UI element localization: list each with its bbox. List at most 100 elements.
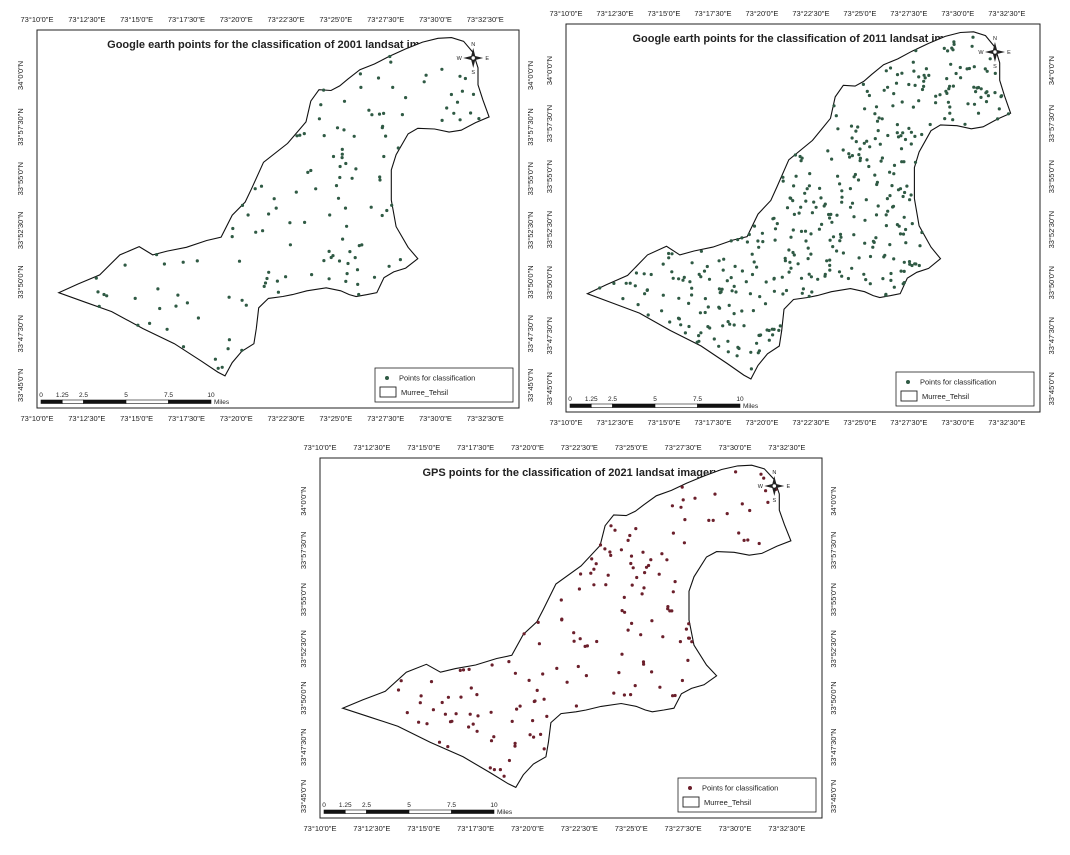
classification-point: [667, 251, 671, 256]
classification-point: [624, 281, 628, 285]
lon-label-top: 73°10'0"E: [304, 443, 337, 452]
classification-point: [671, 531, 676, 535]
compass-s-label: S: [993, 64, 997, 70]
classification-point: [889, 271, 893, 276]
lat-label-left: 33°57'30"N: [545, 105, 554, 143]
classification-point: [856, 178, 861, 182]
classification-point: [670, 270, 674, 274]
classification-point: [263, 281, 268, 285]
classification-point: [976, 85, 981, 90]
classification-point: [240, 203, 245, 207]
lat-label-right: 33°47'30"N: [829, 728, 838, 766]
classification-point: [355, 268, 360, 272]
classification-point: [927, 73, 931, 77]
lon-label-top: 73°30'0"E: [419, 15, 452, 24]
classification-point: [951, 84, 956, 88]
classification-point: [810, 290, 814, 294]
classification-point: [780, 275, 784, 279]
classification-point: [390, 203, 394, 207]
classification-point: [230, 235, 234, 239]
legend-points-label: Points for classification: [399, 374, 475, 383]
classification-point: [667, 256, 671, 260]
classification-point: [348, 250, 352, 254]
classification-point: [639, 633, 643, 637]
classification-point: [928, 122, 932, 127]
classification-point: [572, 631, 576, 635]
scale-label: 5: [407, 802, 411, 809]
lat-label-left: 33°52'30"N: [299, 630, 308, 668]
classification-point: [660, 309, 664, 313]
classification-point: [609, 524, 613, 528]
classification-point: [755, 265, 759, 269]
classification-point: [489, 739, 494, 743]
lon-label-top: 73°15'0"E: [120, 15, 153, 24]
lat-label-right: 34°0'0"N: [829, 487, 838, 516]
scale-label: 5: [124, 392, 128, 399]
map-title: Google earth points for the classificati…: [107, 39, 450, 51]
classification-point: [742, 324, 746, 328]
lat-label-left: 33°50'0"N: [16, 265, 25, 298]
classification-point: [886, 209, 890, 213]
classification-point: [764, 280, 768, 284]
classification-point: [396, 146, 400, 150]
classification-point: [838, 239, 842, 243]
classification-point: [825, 259, 829, 263]
classification-point: [934, 94, 938, 98]
classification-point: [400, 113, 404, 117]
classification-point: [231, 226, 235, 231]
classification-point: [854, 129, 858, 133]
classification-point: [972, 85, 976, 89]
classification-point: [542, 747, 546, 751]
classification-point: [988, 57, 992, 61]
classification-point: [226, 347, 230, 351]
scale-unit: Miles: [497, 809, 513, 816]
classification-point: [904, 241, 908, 245]
classification-point: [136, 323, 140, 327]
classification-point: [905, 184, 909, 188]
classification-point: [898, 232, 903, 236]
classification-point: [657, 572, 661, 576]
classification-point: [592, 567, 596, 571]
lon-label-bottom: 73°30'0"E: [941, 418, 974, 427]
classification-point: [923, 76, 927, 80]
classification-point: [513, 744, 517, 748]
classification-point: [864, 198, 868, 202]
classification-point: [488, 766, 492, 770]
classification-point: [797, 211, 801, 215]
classification-point: [880, 156, 885, 160]
classification-point: [746, 538, 750, 542]
classification-point: [876, 204, 880, 208]
classification-point: [317, 117, 321, 121]
classification-point: [954, 71, 958, 76]
classification-point: [911, 60, 915, 64]
lon-label-bottom: 73°15'0"E: [120, 414, 153, 423]
classification-point: [904, 227, 908, 232]
classification-point: [358, 72, 362, 76]
classification-point: [629, 561, 633, 566]
classification-point: [983, 67, 987, 71]
classification-point: [891, 104, 895, 108]
classification-point: [999, 95, 1003, 99]
classification-point: [617, 671, 621, 675]
lon-label-top: 73°20'0"E: [511, 443, 544, 452]
classification-point: [852, 215, 856, 219]
classification-point: [803, 229, 808, 233]
classification-point: [848, 155, 852, 159]
classification-point: [265, 276, 269, 281]
classification-point: [680, 485, 684, 489]
classification-point: [275, 279, 279, 283]
classification-point: [799, 229, 804, 233]
classification-point: [891, 205, 895, 209]
classification-point: [949, 62, 953, 66]
classification-point: [785, 206, 790, 210]
classification-point: [537, 642, 542, 646]
lon-label-bottom: 73°30'0"E: [419, 414, 452, 423]
classification-point: [267, 212, 271, 216]
lon-label-bottom: 73°15'0"E: [647, 418, 680, 427]
classification-point: [165, 327, 169, 331]
classification-point: [726, 339, 730, 343]
classification-point: [816, 277, 820, 281]
classification-point: [673, 580, 677, 584]
lon-label-bottom: 73°10'0"E: [304, 824, 337, 833]
